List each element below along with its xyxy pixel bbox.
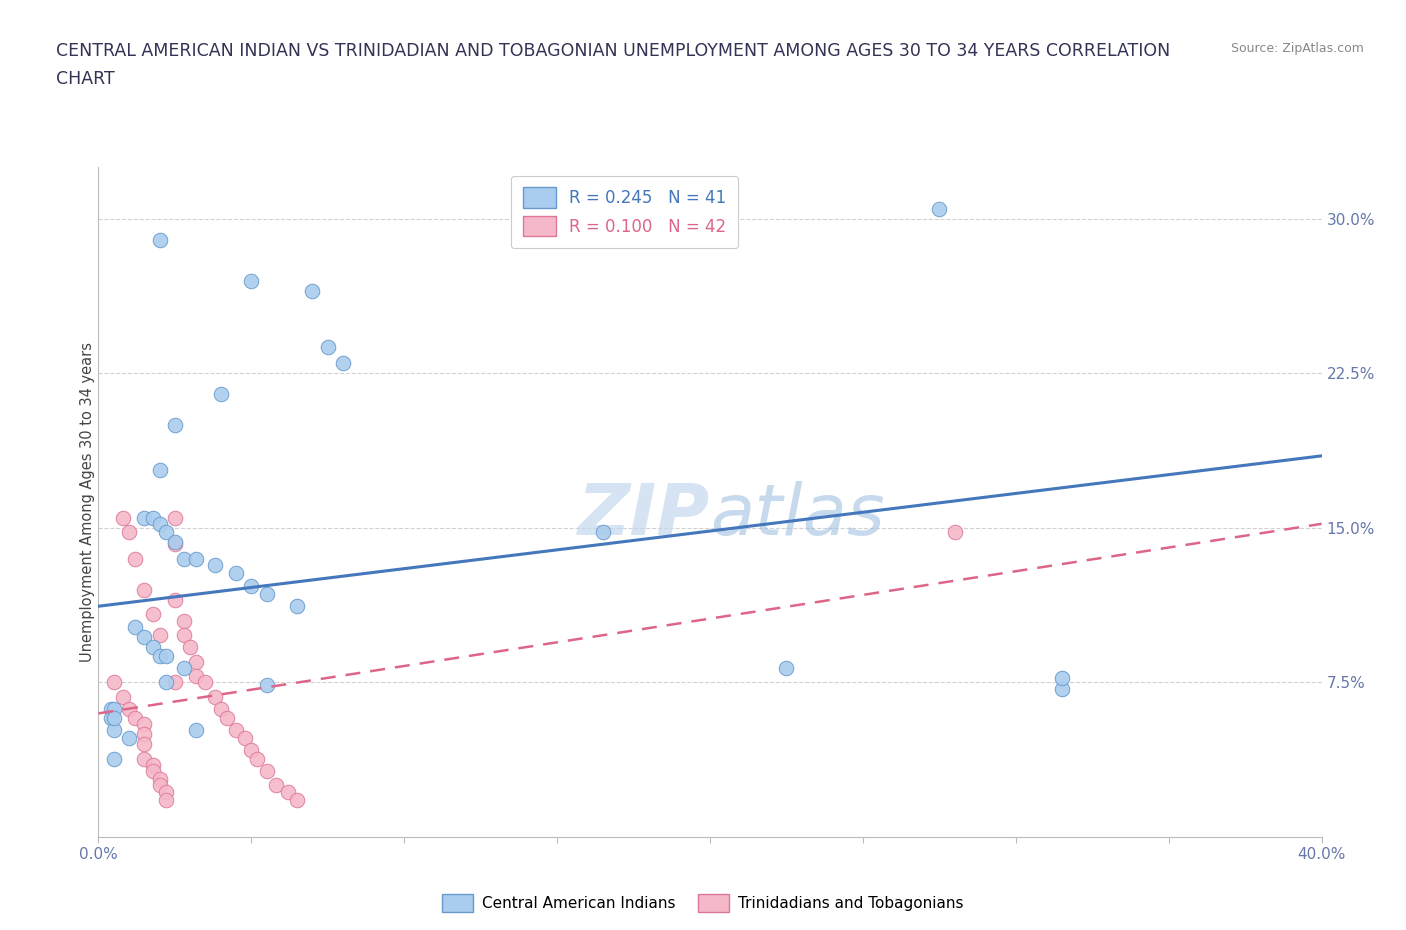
Point bbox=[240, 578, 263, 593]
Point bbox=[186, 551, 208, 566]
Point bbox=[142, 764, 165, 778]
Point bbox=[225, 565, 247, 580]
Point bbox=[149, 628, 172, 643]
Point bbox=[103, 702, 125, 717]
Point bbox=[103, 675, 125, 690]
Point bbox=[111, 511, 134, 525]
Point bbox=[264, 778, 287, 793]
Point bbox=[943, 525, 966, 539]
Point bbox=[103, 751, 125, 766]
Point bbox=[173, 628, 195, 643]
Point bbox=[173, 660, 195, 675]
Y-axis label: Unemployment Among Ages 30 to 34 years: Unemployment Among Ages 30 to 34 years bbox=[80, 342, 94, 662]
Point bbox=[1050, 681, 1073, 696]
Point bbox=[155, 648, 177, 663]
Point bbox=[316, 339, 339, 354]
Point bbox=[256, 587, 278, 602]
Text: CENTRAL AMERICAN INDIAN VS TRINIDADIAN AND TOBAGONIAN UNEMPLOYMENT AMONG AGES 30: CENTRAL AMERICAN INDIAN VS TRINIDADIAN A… bbox=[56, 42, 1170, 60]
Point bbox=[149, 463, 172, 478]
Point bbox=[285, 792, 308, 807]
Point bbox=[209, 702, 232, 717]
Point bbox=[149, 516, 172, 531]
Legend: Central American Indians, Trinidadians and Tobagonians: Central American Indians, Trinidadians a… bbox=[436, 888, 970, 918]
Point bbox=[149, 772, 172, 787]
Point bbox=[124, 711, 146, 725]
Point bbox=[240, 743, 263, 758]
Point bbox=[149, 778, 172, 793]
Point bbox=[204, 558, 226, 573]
Point bbox=[155, 792, 177, 807]
Point bbox=[134, 582, 156, 597]
Point bbox=[103, 711, 125, 725]
Point bbox=[163, 675, 186, 690]
Point bbox=[928, 201, 950, 216]
Point bbox=[173, 613, 195, 628]
Point bbox=[134, 511, 156, 525]
Point bbox=[163, 511, 186, 525]
Point bbox=[215, 711, 238, 725]
Point bbox=[163, 418, 186, 432]
Point bbox=[240, 273, 263, 288]
Point bbox=[100, 711, 122, 725]
Text: ZIP: ZIP bbox=[578, 481, 710, 550]
Point bbox=[134, 716, 156, 731]
Point bbox=[163, 592, 186, 607]
Point bbox=[233, 731, 256, 746]
Point bbox=[179, 640, 201, 655]
Point bbox=[155, 784, 177, 799]
Point bbox=[592, 525, 614, 539]
Point bbox=[332, 355, 354, 370]
Point bbox=[301, 284, 323, 299]
Text: Source: ZipAtlas.com: Source: ZipAtlas.com bbox=[1230, 42, 1364, 55]
Point bbox=[285, 599, 308, 614]
Point bbox=[118, 731, 141, 746]
Point bbox=[277, 784, 299, 799]
Point bbox=[204, 689, 226, 704]
Legend: R = 0.245   N = 41, R = 0.100   N = 42: R = 0.245 N = 41, R = 0.100 N = 42 bbox=[510, 176, 738, 248]
Point bbox=[149, 232, 172, 247]
Point bbox=[155, 675, 177, 690]
Point bbox=[225, 723, 247, 737]
Point bbox=[194, 675, 217, 690]
Point bbox=[209, 387, 232, 402]
Point bbox=[186, 723, 208, 737]
Point bbox=[256, 764, 278, 778]
Point bbox=[142, 511, 165, 525]
Point bbox=[186, 669, 208, 684]
Point bbox=[134, 630, 156, 644]
Point bbox=[163, 537, 186, 551]
Point bbox=[111, 689, 134, 704]
Point bbox=[103, 723, 125, 737]
Point bbox=[186, 655, 208, 670]
Point bbox=[118, 525, 141, 539]
Point bbox=[1050, 671, 1073, 685]
Point bbox=[142, 607, 165, 622]
Text: atlas: atlas bbox=[710, 481, 884, 550]
Point bbox=[173, 551, 195, 566]
Point bbox=[775, 660, 797, 675]
Point bbox=[134, 751, 156, 766]
Point bbox=[142, 757, 165, 772]
Point bbox=[100, 702, 122, 717]
Point bbox=[256, 677, 278, 692]
Point bbox=[134, 737, 156, 751]
Point bbox=[246, 751, 269, 766]
Point bbox=[124, 619, 146, 634]
Point bbox=[155, 525, 177, 539]
Point bbox=[142, 640, 165, 655]
Point bbox=[124, 551, 146, 566]
Text: CHART: CHART bbox=[56, 70, 115, 87]
Point bbox=[118, 702, 141, 717]
Point bbox=[134, 726, 156, 741]
Point bbox=[163, 535, 186, 550]
Point bbox=[149, 648, 172, 663]
